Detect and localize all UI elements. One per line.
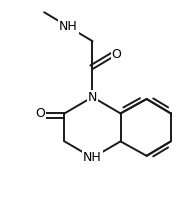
Text: NH: NH [59, 20, 78, 33]
Text: NH: NH [83, 151, 102, 164]
Text: O: O [35, 107, 45, 120]
Text: N: N [88, 91, 97, 103]
Text: O: O [112, 48, 122, 61]
